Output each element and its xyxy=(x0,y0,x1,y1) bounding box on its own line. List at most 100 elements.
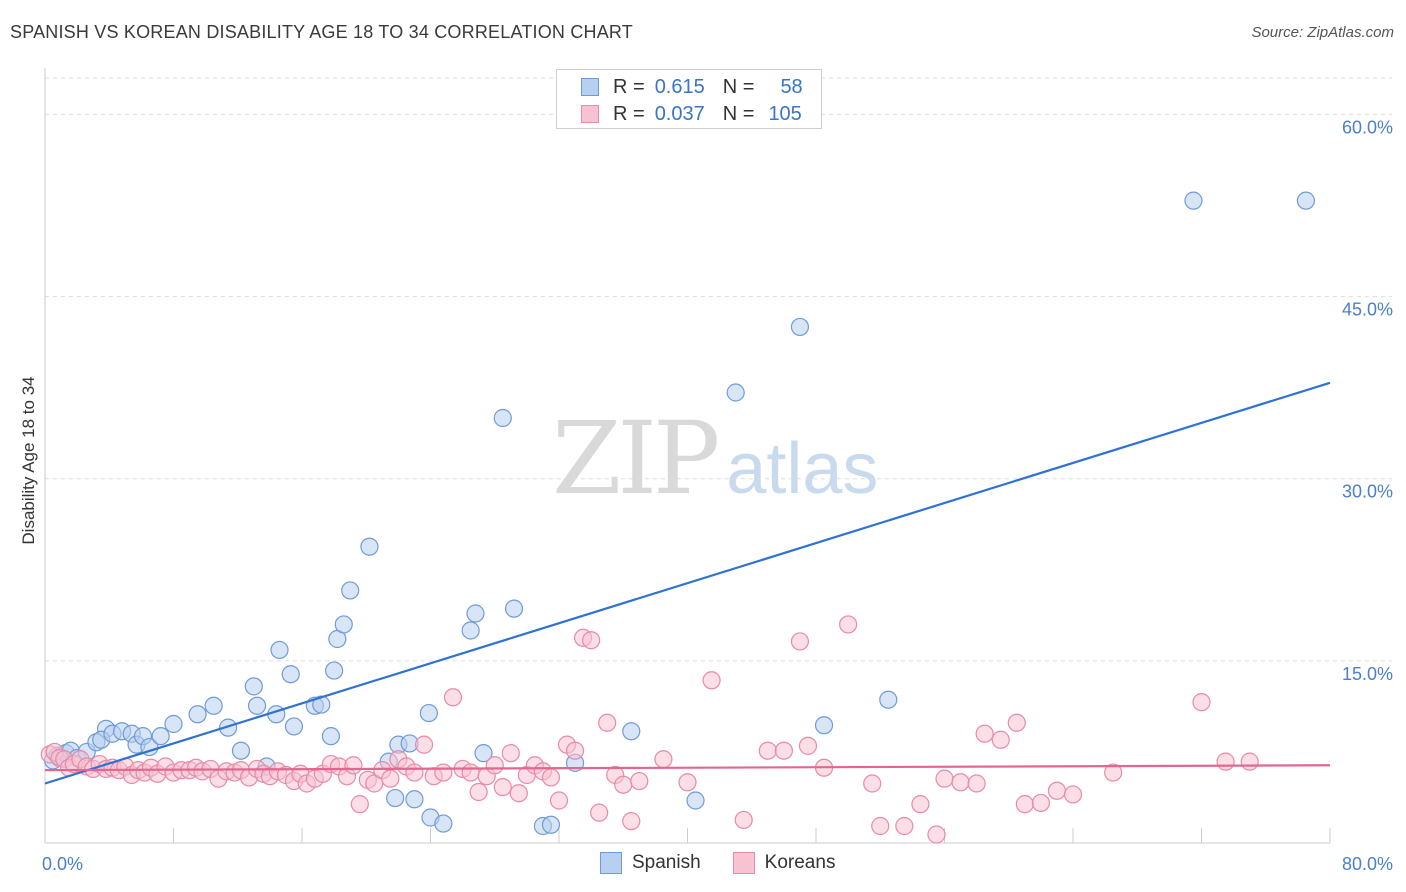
y-tick-label: 15.0% xyxy=(1342,664,1393,684)
data-point-koreans xyxy=(678,773,697,792)
data-point-spanish xyxy=(405,790,424,809)
data-point-koreans xyxy=(871,816,890,836)
data-point-spanish xyxy=(419,703,438,723)
data-point-koreans xyxy=(582,631,601,650)
data-point-spanish xyxy=(622,722,641,741)
data-point-koreans xyxy=(590,803,609,822)
data-point-koreans xyxy=(991,730,1010,749)
data-point-koreans xyxy=(1031,793,1050,813)
legend-r-label: R = xyxy=(613,75,645,98)
data-point-spanish xyxy=(188,705,207,724)
y-tick-label: 60.0% xyxy=(1342,117,1393,137)
data-point-koreans xyxy=(774,741,793,760)
data-point-spanish xyxy=(321,727,341,746)
data-point-koreans xyxy=(614,775,633,794)
data-point-koreans xyxy=(863,774,882,793)
data-point-koreans xyxy=(758,741,777,760)
data-point-koreans xyxy=(734,810,753,830)
data-point-spanish xyxy=(879,690,898,709)
data-point-spanish xyxy=(814,716,834,735)
data-point-koreans xyxy=(598,713,617,732)
data-point-koreans xyxy=(1240,752,1259,771)
data-point-koreans xyxy=(927,825,946,844)
data-point-spanish xyxy=(541,815,561,834)
data-point-koreans xyxy=(798,736,818,755)
trend-line-koreans xyxy=(44,764,1331,772)
series-label-spanish: Spanish xyxy=(632,852,701,873)
series-legend: Spanish Koreans xyxy=(600,852,867,874)
y-tick-label: 30.0% xyxy=(1342,482,1393,502)
y-axis-title: Disability Age 18 to 34 xyxy=(19,376,38,544)
legend-n-value-spanish: 58 xyxy=(780,75,803,98)
data-point-spanish xyxy=(341,581,360,600)
data-point-koreans xyxy=(443,688,463,707)
data-point-koreans xyxy=(935,769,954,788)
data-point-spanish xyxy=(1296,191,1316,210)
legend-n-label: N = xyxy=(722,102,755,125)
data-point-koreans xyxy=(630,771,649,791)
trend-line-spanish xyxy=(44,381,1331,785)
data-point-spanish xyxy=(504,599,524,618)
data-point-koreans xyxy=(622,812,641,831)
data-point-koreans xyxy=(344,756,363,775)
data-point-koreans xyxy=(493,778,512,797)
data-point-koreans xyxy=(1192,693,1211,712)
y-tick-label: 45.0% xyxy=(1342,300,1393,320)
legend-r-value-koreans: 0.037 xyxy=(654,102,705,125)
watermark: ZIP atlas xyxy=(552,400,878,517)
legend-r-value-spanish: 0.615 xyxy=(654,75,705,98)
data-point-koreans xyxy=(1216,752,1235,771)
data-point-spanish xyxy=(466,604,485,623)
data-point-koreans xyxy=(381,769,400,788)
legend-swatch-koreans xyxy=(581,105,599,123)
series-legend-spanish[interactable]: Spanish xyxy=(600,852,701,874)
watermark-atlas: atlas xyxy=(726,429,879,509)
data-point-koreans xyxy=(549,791,569,810)
legend-r-label: R = xyxy=(613,102,645,125)
data-point-koreans xyxy=(839,615,858,634)
data-point-koreans xyxy=(1104,763,1123,782)
data-point-koreans xyxy=(702,671,721,690)
legend-n-label: N = xyxy=(722,75,755,98)
data-point-spanish xyxy=(231,741,251,760)
data-point-koreans xyxy=(509,784,528,803)
data-point-spanish xyxy=(284,717,304,736)
data-point-koreans xyxy=(501,744,520,763)
legend-row-spanish: R = 0.615 N = 58 xyxy=(581,74,803,100)
data-point-spanish xyxy=(281,665,300,684)
x-tick-label-max: 80.0% xyxy=(1342,854,1393,874)
series-swatch-koreans xyxy=(732,852,755,874)
data-point-spanish xyxy=(244,677,263,696)
data-point-koreans xyxy=(434,763,453,782)
legend-n-value-koreans: 105 xyxy=(768,102,802,125)
data-point-koreans xyxy=(951,773,970,792)
data-point-koreans xyxy=(1047,781,1067,800)
chart-title: SPANISH VS KOREAN DISABILITY AGE 18 TO 3… xyxy=(10,22,633,42)
data-point-spanish xyxy=(151,727,170,746)
data-point-spanish xyxy=(1184,191,1203,210)
watermark-zip: ZIP xyxy=(552,400,720,517)
series-legend-koreans[interactable]: Koreans xyxy=(732,852,835,874)
data-point-spanish xyxy=(726,383,745,402)
data-point-koreans xyxy=(1015,795,1034,814)
legend-swatch-spanish xyxy=(581,78,599,96)
data-point-koreans xyxy=(405,763,424,782)
data-point-koreans xyxy=(895,816,914,836)
data-point-koreans xyxy=(911,795,930,814)
data-point-koreans xyxy=(469,782,488,802)
data-point-koreans xyxy=(565,741,585,760)
data-point-spanish xyxy=(312,695,331,714)
source-label: Source: ZipAtlas.com xyxy=(1251,24,1394,41)
data-point-spanish xyxy=(334,615,353,634)
data-point-spanish xyxy=(204,696,223,715)
data-point-koreans xyxy=(790,632,810,651)
data-point-koreans xyxy=(967,774,986,793)
data-point-spanish xyxy=(325,661,344,680)
data-point-spanish xyxy=(790,317,810,337)
x-tick-label-min: 0.0% xyxy=(42,854,83,874)
series-swatch-spanish xyxy=(600,852,622,874)
data-point-spanish xyxy=(493,408,512,428)
data-point-koreans xyxy=(461,763,480,782)
data-point-koreans xyxy=(1007,713,1026,732)
